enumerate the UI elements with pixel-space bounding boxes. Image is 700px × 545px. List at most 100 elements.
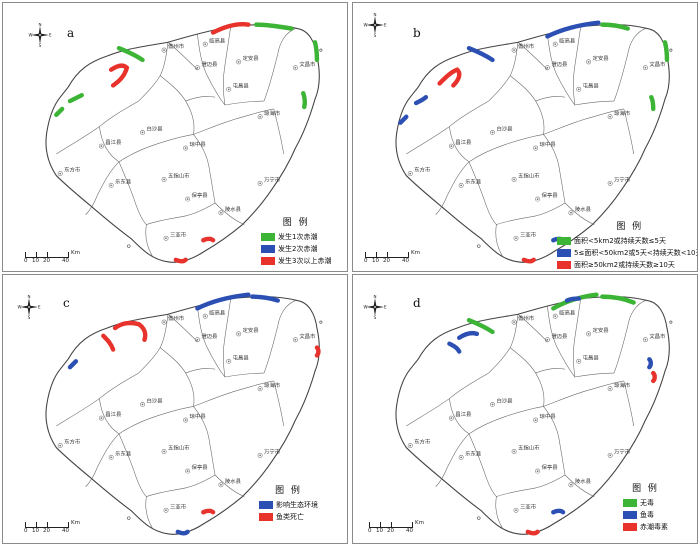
district-boundary (543, 406, 566, 476)
coastal-segment (175, 529, 190, 536)
svg-text:E: E (384, 304, 387, 309)
county-seat-marker: 昌江县 (448, 411, 472, 421)
legend-label: 赤潮毒素 (640, 523, 668, 531)
county-seat-marker: 定安县 (236, 326, 259, 337)
panel-letter: a (67, 26, 75, 40)
district-boundary (406, 100, 489, 155)
county-seat-ring (202, 313, 208, 319)
county-seat-dot (536, 470, 539, 472)
county-seat-marker: 文昌市 (642, 60, 666, 71)
county-seat-marker: 临高县 (552, 36, 576, 47)
scale-tick-label: 40 (62, 528, 69, 534)
county-seat-marker: 定安县 (586, 326, 609, 337)
county-seat-marker: 三亚市 (513, 230, 537, 241)
map-panel-a: 儋州市 临高县 澄迈县 定安县 文昌市 屯昌县 琼海市 白沙县 琼中县 昌江县 东方市 乐东县 五指山市… (2, 2, 348, 272)
county-seat-label: 陵水县 (225, 205, 242, 213)
county-seat-ring (642, 337, 648, 343)
scale-tick-label: 20 (383, 258, 390, 264)
county-seat-label: 儋州市 (518, 314, 535, 322)
legend-swatch (623, 523, 637, 531)
legend-label: 5≤面积<50km2或5天<持续天数<10天 (574, 249, 698, 257)
county-seat-label: 保亭县 (542, 463, 559, 471)
svg-text:N: N (374, 295, 377, 299)
county-seat-marker: 东方市 (57, 438, 81, 449)
scale-tick-label: 0 (368, 528, 372, 534)
county-seat-ring (183, 145, 189, 151)
county-seat-dot (513, 49, 515, 52)
county-seat-label: 琼海市 (614, 381, 631, 389)
county-seat-marker: 定安县 (586, 54, 609, 65)
county-seat-label: 陵水县 (225, 477, 242, 485)
district-boundary (85, 433, 120, 487)
county-seat-dot (546, 66, 549, 69)
district-boundary (495, 224, 503, 257)
district-boundary (197, 306, 226, 378)
scale-tick-label: 40 (402, 258, 409, 264)
county-seat-label: 琼海市 (264, 109, 281, 117)
county-seat-ring (511, 449, 517, 454)
district-boundary (543, 108, 624, 135)
county-seat-marker: 乐东县 (108, 449, 132, 460)
county-seat-marker: 三亚市 (513, 502, 537, 513)
compass-icon: N S W E (17, 295, 42, 319)
district-boundary (146, 202, 216, 225)
county-seat-ring (185, 196, 191, 202)
county-seat-dot (259, 115, 262, 118)
county-seat-dot (227, 360, 230, 363)
county-seat-dot (196, 66, 199, 69)
county-seat-label: 五指山市 (168, 172, 190, 180)
county-seat-marker: 澄迈县 (194, 60, 218, 71)
county-seat-label: 陵水县 (575, 205, 592, 213)
county-seat-ring (607, 180, 613, 186)
county-seat-dot (237, 332, 240, 335)
district-boundary (99, 398, 120, 435)
county-seat-marker: 万宁市 (257, 447, 281, 458)
coastal-segment (173, 257, 188, 264)
coastal-segment (437, 67, 462, 88)
district-boundary (495, 496, 503, 529)
coastal-segment (649, 94, 656, 112)
coastal-segment (651, 370, 657, 384)
coastal-segment (521, 257, 536, 264)
scale-tick-label: 10 (376, 528, 383, 534)
county-seat-label: 定安县 (592, 326, 609, 334)
svg-text:S: S (374, 315, 377, 319)
district-boundary (263, 300, 296, 374)
coastal-segment (195, 292, 251, 311)
county-seat-ring (407, 443, 413, 449)
district-boundary (535, 96, 566, 102)
county-seat-marker: 临高县 (202, 308, 226, 319)
county-seat-dot (163, 450, 165, 453)
county-seat-marker: 屯昌县 (226, 353, 249, 364)
district-boundary (56, 372, 139, 427)
county-seat-dot (409, 172, 412, 175)
county-seat-dot (513, 178, 515, 181)
legend-swatch (557, 249, 571, 257)
district-boundary (574, 372, 615, 378)
legend-title: 图 例 (282, 218, 310, 228)
district-boundary (613, 300, 646, 374)
svg-text:E: E (384, 22, 387, 27)
scale-unit: Km (71, 520, 80, 526)
county-seat-label: 保亭县 (542, 191, 559, 199)
district-boundary (214, 202, 245, 225)
district-boundary (197, 34, 226, 106)
county-seat-dot (294, 338, 297, 341)
county-seat-dot (409, 444, 412, 447)
county-seat-ring (161, 177, 167, 182)
district-boundary (145, 496, 153, 529)
scale-tick-label: 40 (406, 528, 413, 534)
county-seat-label: 三亚市 (170, 502, 187, 510)
county-seat-marker: 琼中县 (533, 140, 556, 151)
county-seat-label: 定安县 (242, 326, 259, 334)
county-seat-label: 澄迈县 (551, 332, 568, 340)
district-boundary (468, 161, 497, 225)
county-seat-marker: 保亭县 (535, 463, 559, 474)
county-seat-marker: 临高县 (202, 36, 226, 47)
county-seat-marker: 保亭县 (185, 463, 208, 474)
county-seat-dot (141, 403, 144, 406)
compass-icon: N S W E (28, 23, 53, 47)
